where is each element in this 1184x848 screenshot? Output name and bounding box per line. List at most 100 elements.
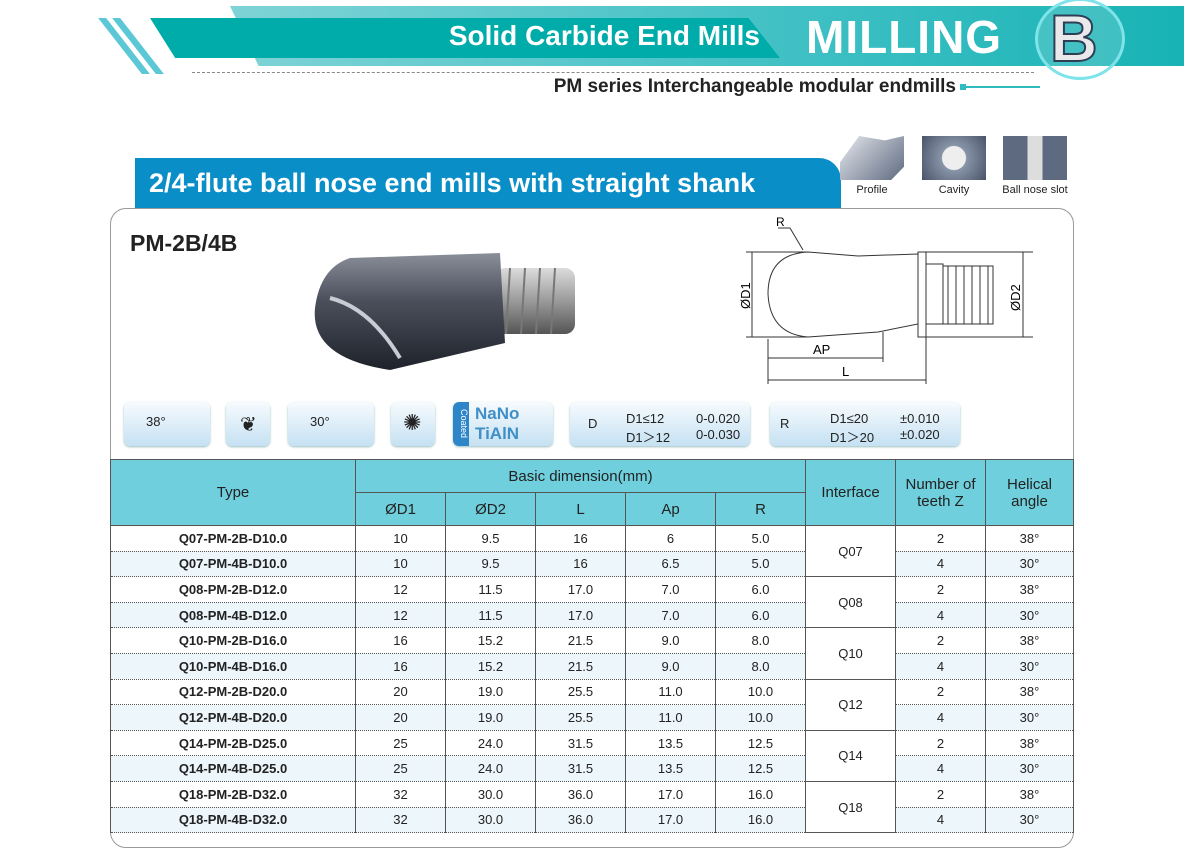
- radius-tolerance: R D1≤20 ±0.010 D1＞20 ±0.020: [770, 402, 960, 446]
- table-row: Q10-PM-2B-D16.0 16 15.2 21.5 9.0 8.0 Q10 2 38°: [110, 627, 1074, 680]
- cell-d1: 10: [355, 551, 446, 578]
- cell-interface: Q10: [805, 627, 896, 680]
- cell-teeth: 2: [895, 781, 986, 808]
- header-d2: ØD2: [445, 492, 536, 526]
- cell-ap: 6.5: [625, 551, 716, 578]
- cell-l: 25.5: [535, 704, 626, 731]
- cell-l: 31.5: [535, 755, 626, 782]
- cell-d2: 30.0: [445, 781, 536, 808]
- cell-ap: 6: [625, 525, 716, 552]
- table-row: Q14-PM-4B-D25.0 25 24.0 31.5 13.5 12.5 4 30°: [110, 755, 1074, 782]
- drawing-label-d2: ØD2: [1008, 284, 1023, 311]
- application-cavity: Cavity: [914, 136, 994, 196]
- coating-label: Coated: [453, 402, 469, 446]
- table-row: Q18-PM-2B-D32.0 32 30.0 36.0 17.0 16.0 Q18 2 38°: [110, 781, 1074, 834]
- cell-d1: 20: [355, 679, 446, 706]
- cell-r: 8.0: [715, 653, 806, 680]
- section-title: MILLING: [806, 11, 1003, 63]
- cell-teeth: 4: [895, 602, 986, 629]
- cell-helix: 38°: [985, 730, 1074, 757]
- cell-helix: 30°: [985, 704, 1074, 731]
- cell-teeth: 2: [895, 730, 986, 757]
- table-row: Q14-PM-2B-D25.0 25 24.0 31.5 13.5 12.5 Q14 2 38°: [110, 730, 1074, 782]
- cell-d1: 12: [355, 602, 446, 629]
- cell-type: Q18-PM-2B-D32.0: [110, 781, 356, 808]
- cell-type: Q08-PM-4B-D12.0: [110, 602, 356, 629]
- cell-interface: Q08: [805, 576, 896, 629]
- header-l: L: [535, 492, 626, 526]
- cell-l: 21.5: [535, 653, 626, 680]
- cell-l: 31.5: [535, 730, 626, 757]
- table-row: Q08-PM-2B-D12.0 12 11.5 17.0 7.0 6.0 Q08 2 38°: [110, 576, 1074, 629]
- cell-type: Q07-PM-4B-D10.0: [110, 551, 356, 578]
- cell-l: 16: [535, 525, 626, 552]
- cell-ap: 17.0: [625, 781, 716, 808]
- header-interface: Interface: [805, 459, 896, 526]
- cell-interface: Q18: [805, 781, 896, 834]
- table-row: Q07-PM-4B-D10.0 10 9.5 16 6.5 5.0 4 30°: [110, 551, 1074, 578]
- cell-d2: 9.5: [445, 551, 536, 578]
- cell-r: 12.5: [715, 755, 806, 782]
- cell-helix: 38°: [985, 576, 1074, 603]
- cell-teeth: 2: [895, 576, 986, 603]
- cell-teeth: 4: [895, 704, 986, 731]
- cell-d1: 25: [355, 730, 446, 757]
- cell-interface: Q07: [805, 525, 896, 578]
- cell-type: Q07-PM-2B-D10.0: [110, 525, 356, 552]
- cell-d1: 25: [355, 755, 446, 782]
- cell-teeth: 2: [895, 679, 986, 706]
- drawing-label-ap: AP: [813, 342, 830, 357]
- cell-r: 16.0: [715, 781, 806, 808]
- cell-d2: 15.2: [445, 653, 536, 680]
- tolerance-condition: D1≤12: [626, 411, 665, 426]
- tolerance-value: ±0.010: [900, 411, 940, 426]
- table-row: Q18-PM-4B-D32.0 32 30.0 36.0 17.0 16.0 4 30°: [110, 807, 1074, 834]
- header-ap: Ap: [625, 492, 716, 526]
- application-label: Cavity: [938, 184, 970, 196]
- header-band: [150, 18, 780, 58]
- divider: [192, 72, 1034, 73]
- header-r: R: [715, 492, 806, 526]
- tolerance-value: ±0.020: [900, 427, 940, 442]
- cell-d1: 20: [355, 704, 446, 731]
- header-d1: ØD1: [355, 492, 446, 526]
- cell-teeth: 4: [895, 551, 986, 578]
- cell-helix: 38°: [985, 627, 1074, 654]
- section-badge-ring: [1035, 0, 1125, 80]
- cell-d1: 32: [355, 807, 446, 834]
- diameter-tolerance: D D1≤12 0-0.020 D1＞12 0-0.030: [570, 402, 750, 446]
- cell-r: 8.0: [715, 627, 806, 654]
- tolerance-condition: D1＞12: [626, 430, 671, 445]
- table-row: Q07-PM-2B-D10.0 10 9.5 16 6 5.0 Q07 2 38°: [110, 525, 1074, 578]
- drawing-label-d1: ØD1: [738, 282, 753, 309]
- cell-d2: 11.5: [445, 576, 536, 603]
- cell-interface: Q14: [805, 730, 896, 782]
- cell-ap: 17.0: [625, 807, 716, 834]
- table-row: Q08-PM-4B-D12.0 12 11.5 17.0 7.0 6.0 4 30°: [110, 602, 1074, 629]
- cell-helix: 30°: [985, 653, 1074, 680]
- cell-l: 17.0: [535, 576, 626, 603]
- cell-type: Q18-PM-4B-D32.0: [110, 807, 356, 834]
- cell-teeth: 2: [895, 627, 986, 654]
- tolerance-condition: D1＞20: [830, 430, 875, 445]
- application-label: Ball nose slot: [1002, 184, 1068, 196]
- cell-d1: 32: [355, 781, 446, 808]
- cell-d1: 12: [355, 576, 446, 603]
- angle-label: 38°: [146, 414, 166, 429]
- cell-l: 17.0: [535, 602, 626, 629]
- cell-ap: 7.0: [625, 576, 716, 603]
- drawing-label-l: L: [842, 364, 849, 379]
- cell-ap: 9.0: [625, 653, 716, 680]
- cell-helix: 38°: [985, 781, 1074, 808]
- tolerance-condition: D1≤20: [830, 411, 869, 426]
- product-title: 2/4-flute ball nose end mills with strai…: [135, 158, 841, 208]
- cell-helix: 38°: [985, 525, 1074, 552]
- angle-label: 30°: [310, 414, 330, 429]
- cell-r: 5.0: [715, 525, 806, 552]
- cell-type: Q10-PM-4B-D16.0: [110, 653, 356, 680]
- table-row: Q10-PM-4B-D16.0 16 15.2 21.5 9.0 8.0 4 30°: [110, 653, 1074, 680]
- cell-d1: 16: [355, 627, 446, 654]
- band-title: Solid Carbide End Mills: [448, 20, 760, 51]
- coating-name: TiAlN: [475, 424, 520, 443]
- tolerance-symbol: D: [588, 416, 598, 431]
